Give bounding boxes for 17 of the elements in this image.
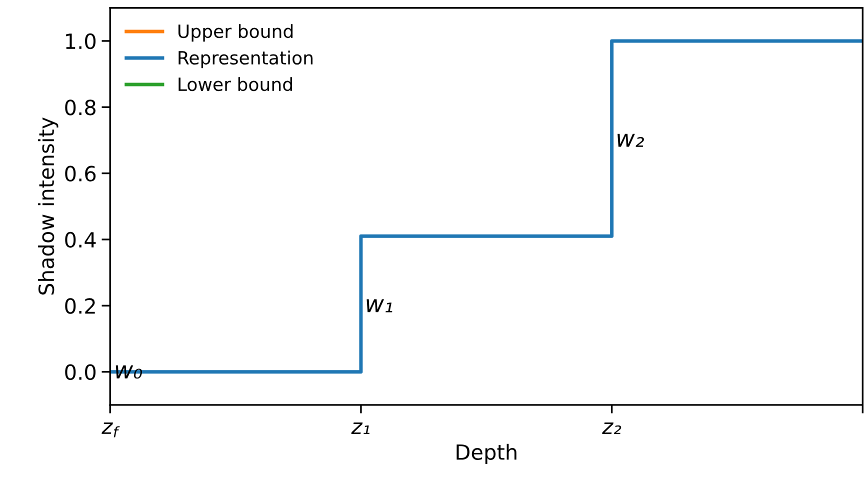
legend-label: Representation [178, 50, 312, 68]
y-tick-label: 0.4 [65, 232, 96, 248]
y-tick-label: 1.0 [66, 33, 96, 50]
x-tick-label: z₂ [602, 422, 622, 434]
annotation: w₂ [618, 134, 644, 147]
y-tick-label: 0.2 [65, 298, 95, 314]
y-tick-label: 0.6 [65, 166, 96, 182]
annotation: w₁ [366, 299, 392, 312]
legend-label: Upper bound [178, 24, 293, 42]
x-axis-title: Depth [456, 444, 516, 464]
x-tick-label: z₁ [351, 422, 370, 434]
y-axis-title: Shadow intensity [38, 117, 58, 295]
y-tick-label: 0.8 [65, 100, 96, 116]
legend-label: Lower bound [178, 77, 292, 92]
y-tick-label: 0.0 [65, 364, 96, 380]
annotation: w₀ [116, 365, 142, 379]
x-tick-label: z$_{f}$ [102, 422, 120, 438]
